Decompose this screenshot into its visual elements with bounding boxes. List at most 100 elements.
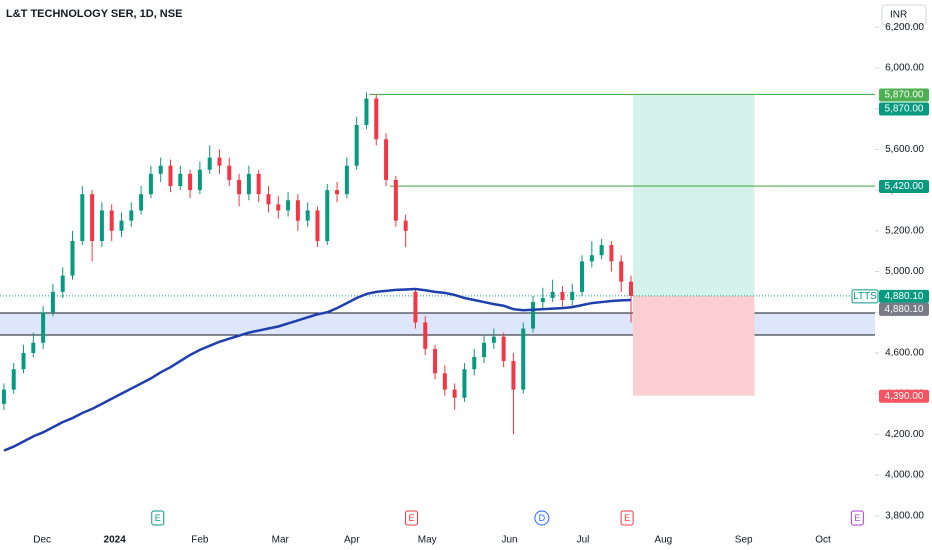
candle-body [1,389,6,404]
candle-body [99,210,104,241]
candle-body [609,245,614,262]
y-tick-label: 4,600.00 [885,348,924,359]
candle-body [50,291,55,313]
candle-body [619,261,624,282]
candle-body [629,281,634,296]
candle-body [521,328,526,390]
currency-box[interactable] [881,4,927,26]
candle-body [11,369,16,390]
target-zone [632,94,755,296]
candle-body [423,322,428,349]
price-label-bg [879,102,929,116]
price-label: 4,880.10 [885,291,924,302]
candle-body [599,245,604,256]
price-label: 4,880.10 [885,304,924,315]
stop-zone [632,295,755,396]
x-tick-label: Jul [577,535,590,546]
candle-body [501,336,506,362]
candle-body [413,291,418,323]
candle-body [168,165,173,187]
currency[interactable]: INR [890,10,907,21]
x-tick-label: Aug [654,535,672,546]
candle-body [207,157,212,170]
candle-body [295,200,300,221]
candle-body [70,240,75,276]
moving-average [3,287,632,452]
candle-body [491,336,496,343]
x-tick-label: Apr [344,535,360,546]
price-label: 5,870.00 [885,90,924,101]
symbol-tag-bg [851,289,879,304]
candle-body [580,261,585,292]
candle-body [560,291,565,301]
event-marker [620,510,634,526]
candle-body [540,297,545,303]
candle-body [305,210,310,221]
candle-body [256,173,261,195]
symbol-tag: LTTS [853,291,877,302]
candle-body [188,173,193,191]
candle-body [393,179,398,221]
x-tick-label: Mar [272,535,290,546]
price-label-bg [879,389,929,403]
x-tick-label: May [418,535,437,546]
x-tick-label: Oct [815,535,831,546]
chart-title: L&T TECHNOLOGY SER, 1D, NSE [6,8,182,20]
event-label: E [155,513,161,523]
price-label: 5,420.00 [885,181,924,192]
candle-body [139,194,144,211]
x-tick-label: Dec [33,535,51,546]
candle-body [80,194,85,241]
event-label: E [624,513,630,523]
price-label: 4,390.00 [885,391,924,402]
candle-body [227,165,232,180]
candle-body [354,124,359,166]
event-marker[interactable] [534,510,550,526]
y-tick-label: 3,800.00 [885,510,924,521]
candle-body [325,190,330,241]
candle-body [403,220,408,231]
event-marker [151,510,165,526]
candle-body [109,210,114,231]
candle-body [344,165,349,195]
event-label: E [409,513,415,523]
candle-body [148,173,153,195]
y-tick-label: 5,200.00 [885,225,924,236]
candle-body [452,389,457,398]
y-tick-label: 5,600.00 [885,144,924,155]
candle-body [197,169,202,191]
y-tick-label: 4,200.00 [885,429,924,440]
candle-body [90,194,95,241]
candle-body [550,291,555,298]
candle-body [570,291,575,301]
candle-body [384,139,389,180]
x-tick-label: Feb [191,535,209,546]
candle-body [21,352,26,370]
candle-body [442,373,447,390]
candle-body [178,173,183,187]
candle-body [217,157,222,166]
candle-body [374,98,379,140]
candle-body [364,98,369,125]
candle-body [472,357,477,370]
price-label: 5,870.00 [885,104,924,115]
candle-body [31,342,36,353]
candle-body [246,173,251,195]
x-tick-label: 2024 [104,535,127,546]
candle-body [511,361,516,390]
x-tick-label: Sep [735,535,753,546]
y-tick-label: 6,200.00 [885,22,924,33]
candle-body [589,255,594,262]
candle-body [433,348,438,374]
price-label-bg [879,180,929,194]
y-tick-label: 4,000.00 [885,470,924,481]
candle-body [129,210,134,221]
price-label-bg [879,88,929,102]
candle-body [119,220,124,231]
candle-body [266,194,271,205]
x-tick-label: Jun [501,535,517,546]
price-label-bg [879,302,929,316]
candle-body [60,275,65,292]
